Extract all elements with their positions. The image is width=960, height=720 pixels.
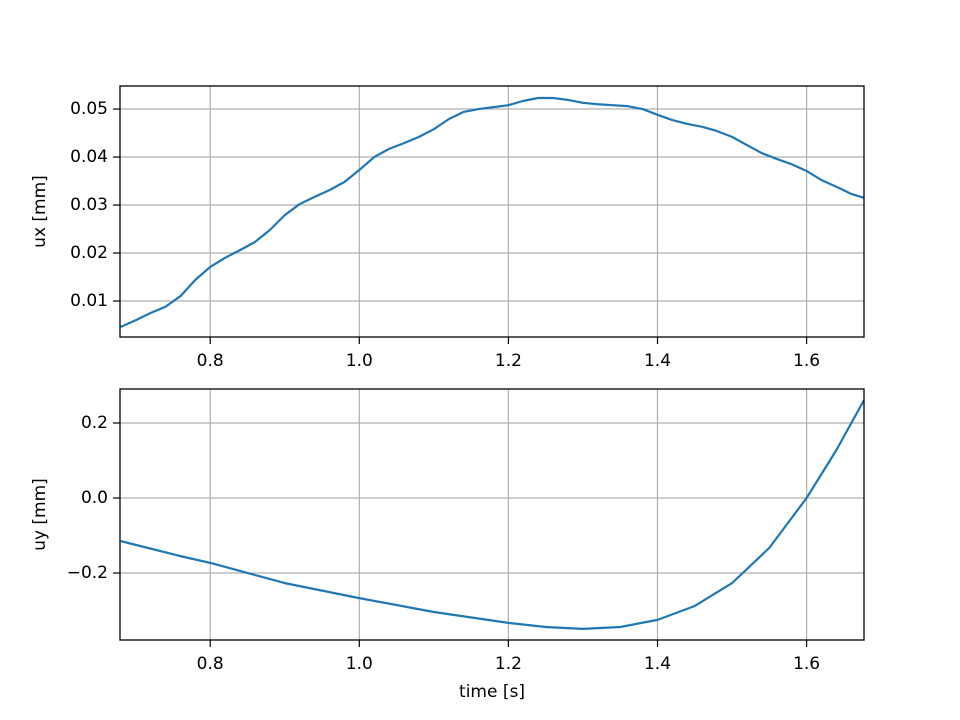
x-tick-label: 1.6 — [793, 351, 820, 371]
x-tick-label: 1.6 — [793, 654, 820, 674]
y-tick-label: 0.04 — [70, 147, 108, 167]
x-tick-label: 1.2 — [495, 654, 522, 674]
y-tick-label: 0.03 — [70, 195, 108, 215]
y-tick-label: 0.01 — [70, 291, 108, 311]
y-tick-label: 0.0 — [81, 488, 108, 508]
y-tick-label: 0.2 — [81, 413, 108, 433]
x-tick-label: 1.0 — [346, 351, 373, 371]
y-tick-label: −0.2 — [67, 563, 108, 583]
y-axis-label: uy [mm] — [30, 478, 50, 551]
axes-frame — [119, 85, 865, 338]
x-tick-label: 1.4 — [644, 654, 671, 674]
y-axis-label: ux [mm] — [30, 175, 50, 248]
axes-frame — [119, 388, 865, 641]
x-tick-label: 1.2 — [495, 351, 522, 371]
y-tick-label: 0.05 — [70, 99, 108, 119]
data-line — [120, 96, 864, 328]
data-line — [120, 399, 864, 630]
x-tick-label: 0.8 — [197, 654, 224, 674]
x-tick-label: 0.8 — [197, 351, 224, 371]
y-tick-label: 0.02 — [70, 243, 108, 263]
x-tick-label: 1.0 — [346, 654, 373, 674]
x-tick-label: 1.4 — [644, 351, 671, 371]
x-axis-label: time [s] — [459, 682, 525, 702]
